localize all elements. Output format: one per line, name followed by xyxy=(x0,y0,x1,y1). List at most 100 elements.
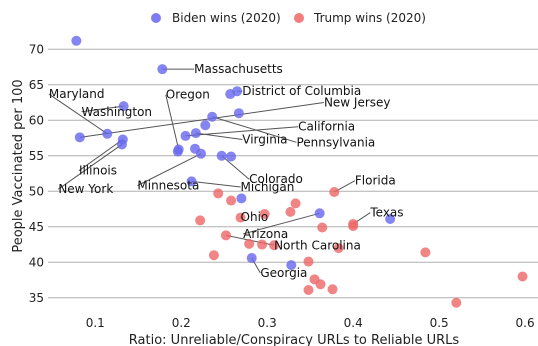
annotation-label: Michigan xyxy=(241,180,295,194)
trump-point xyxy=(290,198,301,209)
annotation-label: Washington xyxy=(82,105,153,119)
trump-point xyxy=(517,271,528,282)
y-tick-label: 45 xyxy=(29,220,44,234)
trump-point xyxy=(213,188,224,199)
annotation-leader-line xyxy=(195,132,243,140)
annotation-leader-line xyxy=(79,102,325,138)
annotation-label: Minnesota xyxy=(137,179,199,193)
biden-point xyxy=(118,101,129,112)
biden-point xyxy=(186,176,197,187)
annotation-leaders xyxy=(48,68,371,274)
trump-point xyxy=(244,238,255,249)
biden-point xyxy=(173,144,184,155)
annotation-label: Oregon xyxy=(166,88,210,102)
data-points xyxy=(71,35,528,308)
y-tick-label: 40 xyxy=(29,255,44,269)
trump-point xyxy=(420,247,431,258)
annotation-leader-line xyxy=(212,116,297,143)
biden-point xyxy=(207,111,218,122)
annotations: Massachusetts District of Columbia Oregon M… xyxy=(49,62,404,280)
trump-point xyxy=(285,206,296,217)
biden-point xyxy=(216,150,227,161)
y-tick-label: 70 xyxy=(29,42,44,56)
annotation-label: Florida xyxy=(355,174,396,188)
annotation-label: Colorado xyxy=(249,172,303,186)
biden-point xyxy=(74,132,85,143)
annotation-leader-line xyxy=(191,180,241,188)
trump-point xyxy=(303,284,314,295)
trump-point xyxy=(451,297,462,308)
legend: Biden wins (2020) Trump wins (2020) xyxy=(151,11,426,25)
annotation-label: North Carolina xyxy=(274,238,361,252)
annotation-leader-line xyxy=(243,212,320,235)
trump-point xyxy=(303,256,314,267)
annotation-label: District of Columbia xyxy=(242,84,361,98)
biden-point xyxy=(190,128,201,139)
annotation-leader-line xyxy=(58,144,123,190)
annotation-label: Virginia xyxy=(242,132,287,146)
biden-point xyxy=(236,193,247,204)
y-tick-label: 60 xyxy=(29,113,44,127)
biden-point xyxy=(157,64,168,75)
trump-point xyxy=(327,284,338,295)
biden-point xyxy=(180,130,191,141)
annotation-leader-line xyxy=(221,155,250,180)
biden-point xyxy=(233,108,244,119)
biden-point xyxy=(246,253,257,264)
trump-point xyxy=(329,187,340,198)
x-tick-label: 0.4 xyxy=(344,316,363,330)
trump-point xyxy=(257,239,268,250)
biden-point xyxy=(116,139,127,150)
biden-point xyxy=(71,35,82,46)
legend-label-biden: Biden wins (2020) xyxy=(172,11,281,25)
x-tick-label: 0.6 xyxy=(516,316,535,330)
annotation-label: New Jersey xyxy=(324,96,391,110)
biden-point xyxy=(200,120,211,131)
trump-point xyxy=(269,240,280,251)
y-axis-ticks: 35 40 45 50 55 60 65 70 xyxy=(29,42,44,305)
biden-point xyxy=(286,260,297,271)
gridlines xyxy=(48,48,538,299)
annotation-leader-line xyxy=(165,94,180,150)
biden-point xyxy=(385,213,396,224)
annotation-label: New York xyxy=(58,182,113,196)
annotation-label: California xyxy=(298,120,355,134)
biden-point xyxy=(196,148,207,159)
annotation-label: Ohio xyxy=(241,210,269,224)
annotation-label: Georgia xyxy=(260,266,307,280)
annotation-leader-line xyxy=(81,105,124,113)
trump-point xyxy=(348,221,359,232)
biden-point xyxy=(314,208,325,219)
x-tick-label: 0.5 xyxy=(430,316,449,330)
y-tick-label: 35 xyxy=(29,291,44,305)
trump-point xyxy=(333,243,344,254)
biden-point xyxy=(102,128,113,139)
biden-point xyxy=(226,151,237,162)
trump-point xyxy=(259,209,270,220)
trump-point xyxy=(226,195,237,206)
x-tick-label: 0.1 xyxy=(86,316,105,330)
y-tick-label: 65 xyxy=(29,78,44,92)
legend-marker-trump xyxy=(294,13,304,23)
trump-point xyxy=(317,222,328,233)
annotation-leader-line xyxy=(78,139,124,172)
annotation-label: Texas xyxy=(369,206,403,220)
annotation-label: Illinois xyxy=(79,164,117,178)
x-axis-label: Ratio: Unreliable/Conspiracy URLs to Rel… xyxy=(129,333,460,346)
annotation-leader-line xyxy=(137,153,202,187)
annotation-label: Arizona xyxy=(243,227,288,241)
y-tick-label: 50 xyxy=(29,184,44,198)
annotation-label: Maryland xyxy=(49,87,105,101)
annotation-leader-line xyxy=(48,93,108,135)
trump-point xyxy=(235,212,246,223)
biden-point xyxy=(225,89,236,100)
trump-point xyxy=(195,215,206,226)
y-tick-label: 55 xyxy=(29,149,44,163)
x-tick-label: 0.2 xyxy=(172,316,191,330)
annotation-label: Massachusetts xyxy=(194,62,283,76)
legend-label-trump: Trump wins (2020) xyxy=(313,11,426,25)
x-axis-ticks: 0.1 0.2 0.3 0.4 0.5 0.6 xyxy=(86,316,535,330)
y-axis-label: People Vaccinated per 100 xyxy=(11,79,26,252)
trump-point xyxy=(315,279,326,290)
trump-point xyxy=(208,250,219,261)
